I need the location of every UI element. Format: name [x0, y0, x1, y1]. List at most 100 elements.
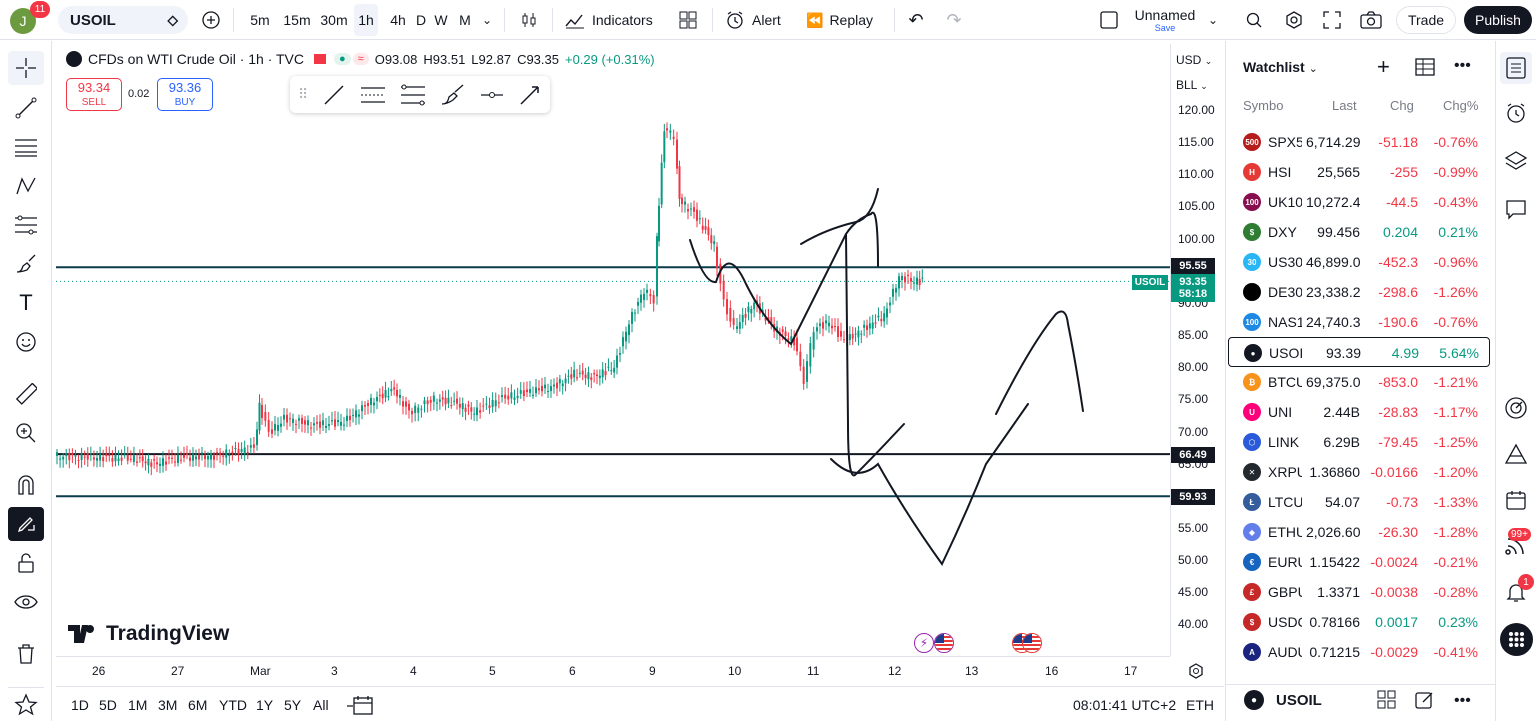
lock-icon[interactable]	[8, 546, 44, 580]
watchlist-row[interactable]: A AUDU 0.71215 -0.0029 -0.41%	[1228, 637, 1490, 667]
templates-icon[interactable]	[676, 0, 700, 40]
settings-gear-icon[interactable]	[1282, 0, 1306, 40]
watchlist-row[interactable]: $ DXY 99.456 0.204 0.21%	[1228, 217, 1490, 247]
arrow-tool-icon[interactable]	[518, 83, 542, 107]
drag-handle-icon[interactable]: ⠿	[298, 86, 309, 102]
symbol-search-input[interactable]: USOIL ⬦	[58, 6, 188, 34]
watchlist-row[interactable]: 500 SPX5 6,714.29 -51.18 -0.76%	[1228, 127, 1490, 157]
grid-view-icon[interactable]	[1377, 690, 1397, 713]
range-5Y[interactable]: 5Y	[284, 697, 302, 713]
apps-grid-icon[interactable]	[1500, 623, 1533, 656]
watchlist-row[interactable]: 30 US30 46,899.0 -452.3 -0.96%	[1228, 247, 1490, 277]
us-flag-event-icon[interactable]	[1022, 633, 1042, 653]
redo-icon[interactable]: ↷	[946, 9, 962, 30]
add-symbol-icon[interactable]: +	[1377, 54, 1390, 79]
pattern-icon[interactable]	[8, 169, 44, 203]
watchlist-row[interactable]: 100 UK10 10,272.4 -44.5 -0.43%	[1228, 187, 1490, 217]
watchlist-row[interactable]: ✕ XRPU 1.36860 -0.0166 -1.20%	[1228, 457, 1490, 487]
lightning-event-icon[interactable]: ⚡	[914, 633, 934, 653]
interval-4h[interactable]: 4h	[390, 12, 406, 28]
more-options-icon[interactable]: •••	[1454, 692, 1471, 709]
range-5D[interactable]: 5D	[99, 697, 117, 713]
interval-M[interactable]: M	[459, 12, 471, 28]
layers-icon[interactable]	[1500, 145, 1532, 177]
parallel-channel-icon[interactable]	[360, 83, 386, 107]
brush-drawing[interactable]	[689, 211, 879, 346]
utc-clock[interactable]: 08:01:41 UTC+2	[1073, 697, 1177, 713]
alarm-icon[interactable]	[1500, 97, 1532, 129]
crosshair-icon[interactable]	[8, 51, 44, 85]
magnet-icon[interactable]	[8, 468, 44, 502]
currency-select[interactable]: USD ⌄	[1176, 53, 1212, 67]
replay-button[interactable]: ⏪ Replay	[806, 0, 882, 40]
candles-icon[interactable]	[516, 0, 542, 40]
edit-icon[interactable]	[1415, 690, 1435, 713]
buy-button[interactable]: 93.36 BUY	[157, 78, 213, 111]
chevron-down-icon[interactable]: ⌄	[481, 13, 493, 27]
watchlist-row[interactable]: £ GBPU 1.3371 -0.0038 -0.28%	[1228, 577, 1490, 607]
sell-button[interactable]: 93.34 SELL	[66, 78, 122, 111]
watchlist-row[interactable]: ⬡ LINK 6.29B -79.45 -1.25%	[1228, 427, 1490, 457]
trend-line-icon[interactable]	[8, 91, 44, 125]
fib-channel-icon[interactable]	[400, 83, 426, 107]
indicators-button[interactable]: Indicators	[564, 0, 664, 40]
interval-15m[interactable]: 15m	[283, 12, 311, 28]
watchlist-row[interactable]: U UNI 2.44B -28.83 -1.17%	[1228, 397, 1490, 427]
pyramid-icon[interactable]	[1500, 438, 1532, 470]
range-YTD[interactable]: YTD	[219, 697, 247, 713]
range-1M[interactable]: 1M	[128, 697, 148, 713]
quick-search-icon[interactable]	[1242, 0, 1266, 40]
horizontal-lines-icon[interactable]	[8, 130, 44, 164]
brush-tool-icon[interactable]	[440, 83, 466, 107]
watchlist-row[interactable]: $ USDC 0.78166 0.0017 0.23%	[1228, 607, 1490, 637]
line-tool-icon[interactable]	[322, 83, 346, 107]
interval-1h[interactable]: 1h	[354, 4, 378, 36]
table-view-icon[interactable]	[1415, 57, 1437, 80]
us-flag-event-icon[interactable]	[934, 633, 954, 653]
col-last[interactable]: Last	[1332, 98, 1357, 113]
range-1D[interactable]: 1D	[71, 697, 89, 713]
more-options-icon[interactable]: •••	[1454, 57, 1471, 74]
text-icon[interactable]: T	[19, 290, 33, 315]
chevron-down-icon[interactable]: ⌄	[1207, 13, 1219, 27]
watchlist-title[interactable]: Watchlist ⌄	[1243, 59, 1318, 75]
trash-icon[interactable]	[8, 637, 44, 671]
fullscreen-icon[interactable]	[1320, 0, 1344, 40]
watchlist-row[interactable]: € EURU 1.15422 -0.0024 -0.21%	[1228, 547, 1490, 577]
stay-in-drawing-icon[interactable]	[8, 507, 44, 541]
col-chg-pct[interactable]: Chg%	[1443, 98, 1479, 113]
axis-settings-icon[interactable]	[1186, 661, 1208, 681]
publish-button[interactable]: Publish	[1464, 6, 1532, 34]
interval-30m[interactable]: 30m	[320, 12, 348, 28]
chat-icon[interactable]	[1500, 193, 1532, 225]
brush-icon[interactable]	[8, 247, 44, 281]
watchlist-row[interactable]: ◆ ETHU 2,026.60 -26.30 -1.28%	[1228, 517, 1490, 547]
brush-drawing[interactable]	[800, 188, 879, 245]
date-range-icon[interactable]	[346, 694, 376, 719]
fib-icon[interactable]	[8, 208, 44, 242]
col-chg[interactable]: Chg	[1390, 98, 1414, 113]
camera-icon[interactable]	[1358, 0, 1384, 40]
interval-D[interactable]: D	[415, 12, 427, 28]
watchlist-row[interactable]: DE30 23,338.2 -298.6 -1.26%	[1228, 277, 1490, 307]
alert-button[interactable]: Alert	[724, 0, 790, 40]
range-6M[interactable]: 6M	[188, 697, 208, 713]
session-toggle[interactable]: ETH	[1186, 697, 1214, 713]
watchlist-row[interactable]: Ł LTCU 54.07 -0.73 -1.33%	[1228, 487, 1490, 517]
compare-add-icon[interactable]	[198, 0, 224, 40]
interval-5m[interactable]: 5m	[250, 12, 270, 28]
favorites-star-icon[interactable]	[8, 687, 44, 721]
unit-select[interactable]: BLL ⌄	[1176, 78, 1208, 92]
watchlist-row[interactable]: ● USOI 93.39 4.99 5.64%	[1228, 337, 1490, 367]
eye-icon[interactable]	[8, 585, 44, 619]
interval-W[interactable]: W	[434, 12, 448, 28]
time-axis[interactable]	[56, 656, 1170, 685]
watchlist-row[interactable]: H HSI 25,565 -255 -0.99%	[1228, 157, 1490, 187]
horizontal-ray-icon[interactable]	[480, 83, 504, 107]
watchlist-icon[interactable]	[1500, 52, 1532, 84]
target-icon[interactable]	[1500, 392, 1532, 424]
col-symbol[interactable]: Symbo	[1243, 98, 1284, 113]
range-3M[interactable]: 3M	[158, 697, 178, 713]
zoom-in-icon[interactable]	[8, 416, 44, 450]
range-All[interactable]: All	[313, 697, 329, 713]
